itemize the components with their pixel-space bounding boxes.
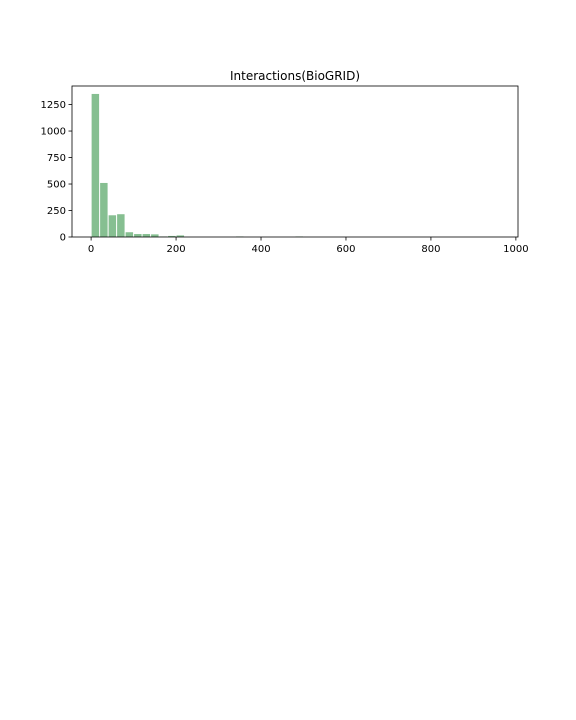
x-tick-label: 600 <box>336 244 355 255</box>
histogram-bar <box>151 234 159 237</box>
y-axis: 0 250 500 750 1000 1250 <box>41 100 72 244</box>
histogram-bar <box>117 214 125 237</box>
y-tick-label: 1000 <box>41 127 66 138</box>
histogram-bar <box>168 235 176 237</box>
bars-group <box>91 93 303 238</box>
chart-title: Interactions(BioGRID) <box>230 69 360 83</box>
x-tick-label: 0 <box>88 244 94 255</box>
histogram-bar <box>100 182 108 237</box>
y-tick-label: 1250 <box>41 100 66 111</box>
x-tick-label: 400 <box>251 244 270 255</box>
histogram-bar <box>176 235 185 237</box>
x-axis: 0 200 400 600 800 1000 <box>88 237 529 255</box>
x-tick-label: 800 <box>421 244 440 255</box>
y-tick-label: 0 <box>60 233 66 244</box>
y-tick-label: 750 <box>47 153 66 164</box>
histogram-bar <box>142 234 151 237</box>
histogram-bar <box>108 215 117 237</box>
plot-frame <box>71 85 519 238</box>
histogram-bar <box>134 234 142 237</box>
y-tick-label: 500 <box>47 180 66 191</box>
x-tick-label: 1000 <box>503 244 528 255</box>
histogram-bar <box>125 232 134 237</box>
histogram-bar <box>91 93 100 238</box>
x-tick-label: 200 <box>167 244 186 255</box>
y-tick-label: 250 <box>47 206 66 217</box>
